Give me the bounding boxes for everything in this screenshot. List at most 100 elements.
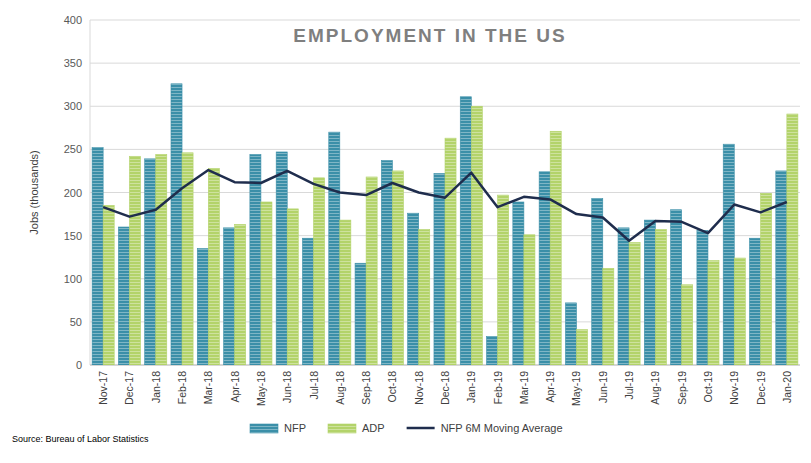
line — [103, 170, 787, 241]
bar — [118, 227, 129, 365]
bar — [103, 205, 114, 365]
bar — [302, 238, 313, 365]
bar — [524, 235, 535, 365]
y-tick-label: 50 — [70, 316, 82, 328]
bar — [618, 228, 629, 365]
legend-label: ADP — [362, 422, 385, 434]
x-tick-label: Dec-17 — [123, 371, 135, 405]
y-tick-label: 100 — [64, 273, 82, 285]
bar — [550, 131, 561, 365]
bar — [208, 168, 219, 365]
bar — [381, 161, 392, 365]
bar — [250, 155, 261, 365]
bar — [734, 258, 745, 365]
bar — [750, 238, 761, 365]
bar — [329, 132, 340, 365]
y-tick-label: 150 — [64, 230, 82, 242]
x-tick-label: Jan-18 — [150, 371, 162, 403]
bar — [276, 152, 287, 365]
bar — [592, 199, 603, 365]
bar — [366, 177, 377, 365]
bar — [224, 228, 235, 365]
bar — [156, 155, 167, 365]
x-tick-label: Sep-18 — [360, 371, 372, 405]
legend-swatch — [250, 424, 278, 433]
bar — [671, 210, 682, 365]
bar — [576, 330, 587, 365]
x-tick-label: Dec-18 — [439, 371, 451, 405]
bar — [355, 263, 366, 365]
bar — [419, 230, 430, 365]
grid — [90, 20, 800, 365]
x-tick-label: Jan-19 — [465, 371, 477, 403]
x-tick-label: Aug-18 — [334, 371, 346, 405]
legend-swatch — [328, 424, 356, 433]
legend-label: NFP 6M Moving Average — [441, 422, 563, 434]
x-tick-label: May-19 — [570, 371, 582, 406]
bar — [787, 114, 798, 365]
bar — [697, 230, 708, 365]
bar — [644, 220, 655, 365]
x-tick-label: Jan-20 — [781, 371, 793, 403]
bar — [682, 285, 693, 365]
x-tick-label: Apr-18 — [229, 371, 241, 403]
x-tick-label: Jun-18 — [281, 371, 293, 403]
x-tick-label: Apr-19 — [544, 371, 556, 403]
y-axis-line — [90, 20, 91, 365]
bar — [603, 268, 614, 365]
bar — [723, 144, 734, 365]
y-tick-label: 200 — [64, 187, 82, 199]
bar — [761, 193, 772, 365]
bar — [92, 148, 103, 365]
title: EMPLOYMENT IN THE US — [293, 25, 566, 46]
x-tick-label: Feb-18 — [176, 371, 188, 404]
legend: NFP ADP NFP 6M Moving Average — [250, 422, 563, 434]
y-tick-label: 350 — [64, 57, 82, 69]
bar — [392, 171, 403, 365]
bar — [340, 220, 351, 365]
bar — [539, 172, 550, 365]
y-tick-label: 400 — [64, 14, 82, 26]
x-tick-label: Oct-18 — [386, 371, 398, 403]
x-tick-label: Mar-18 — [202, 371, 214, 404]
bar — [460, 97, 471, 365]
x-tick-label: Sep-19 — [676, 371, 688, 405]
x-tick-label: May-18 — [255, 371, 267, 406]
bar — [487, 337, 498, 365]
x-tick-label: Jul-18 — [308, 371, 320, 400]
x-tick-label: Nov-19 — [728, 371, 740, 405]
grid-line — [90, 20, 800, 21]
plot-area — [92, 84, 798, 365]
x-tick-label: Jul-19 — [623, 371, 635, 400]
chart: 050100150200250300350400EMPLOYMENT IN TH… — [0, 0, 811, 463]
bar — [708, 261, 719, 365]
bar — [171, 84, 182, 365]
grid-line — [90, 106, 800, 107]
x-tick-label: Jun-19 — [597, 371, 609, 403]
x-tick-label: Aug-19 — [649, 371, 661, 405]
y-tick-label: 0 — [76, 359, 82, 371]
legend-label: NFP — [284, 422, 306, 434]
bar — [513, 202, 524, 365]
bar — [445, 138, 456, 365]
bar — [498, 195, 509, 365]
grid-line — [90, 63, 800, 64]
x-tick-label: Oct-19 — [702, 371, 714, 403]
bar — [629, 243, 640, 365]
bar — [471, 106, 482, 365]
bar — [565, 303, 576, 365]
bar — [129, 156, 140, 365]
x-tick-label: Nov-18 — [413, 371, 425, 405]
bar — [408, 213, 419, 365]
y-tick-label: 250 — [64, 143, 82, 155]
bar — [197, 249, 208, 365]
bar — [287, 209, 298, 365]
x-tick-label: Nov-17 — [97, 371, 109, 405]
bar-series — [92, 84, 787, 365]
bar-series — [103, 106, 798, 365]
bar — [434, 174, 445, 365]
legend-swatch — [407, 427, 435, 430]
bar — [655, 230, 666, 365]
x-tick-label: Feb-19 — [492, 371, 504, 404]
source: Source: Bureau of Labor Statistics — [12, 434, 149, 444]
